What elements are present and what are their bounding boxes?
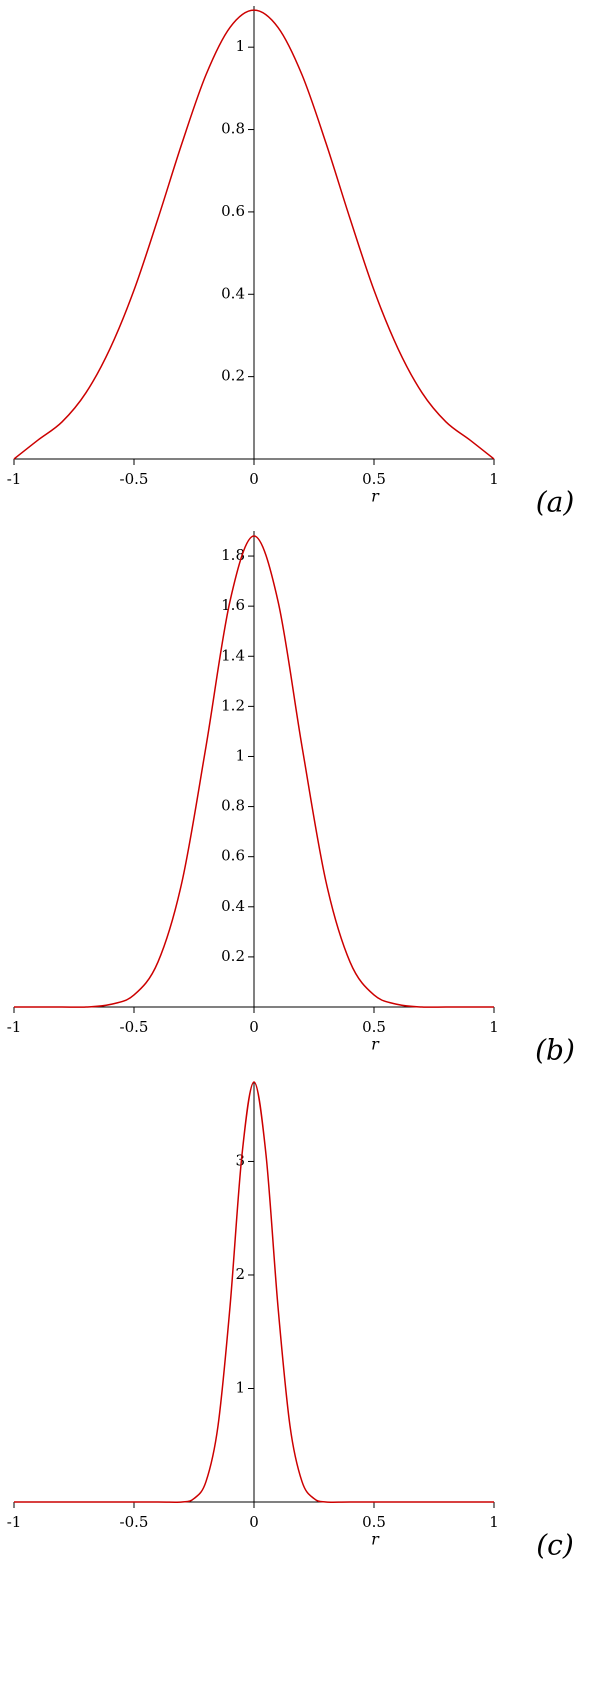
y-tick-label: 1 bbox=[235, 37, 245, 55]
y-tick-label: 1.4 bbox=[221, 646, 245, 664]
y-tick-label: 1 bbox=[235, 746, 245, 764]
x-tick-label: -1 bbox=[7, 1513, 22, 1531]
y-tick-label: 0.6 bbox=[221, 202, 245, 220]
y-tick-label: 0.2 bbox=[221, 367, 245, 385]
x-tick-label: 0 bbox=[249, 470, 259, 488]
y-tick-label: 2 bbox=[235, 1265, 245, 1283]
y-tick-label: 3 bbox=[235, 1151, 245, 1169]
x-tick-label: 0.5 bbox=[362, 1018, 386, 1036]
x-tick-label: 0 bbox=[249, 1018, 259, 1036]
x-tick-label: -0.5 bbox=[120, 470, 149, 488]
curve bbox=[13, 9, 495, 460]
x-tick-label: 0.5 bbox=[362, 470, 386, 488]
curve bbox=[14, 535, 494, 1008]
y-tick-label: 0.6 bbox=[221, 847, 245, 865]
y-tick-label: 1.2 bbox=[221, 696, 245, 714]
x-tick-label: -1 bbox=[7, 470, 22, 488]
y-tick-label: 0.4 bbox=[221, 897, 245, 915]
x-axis-label: r bbox=[371, 1035, 380, 1054]
x-axis-label: r bbox=[371, 487, 380, 506]
y-tick-label: 1.6 bbox=[221, 596, 245, 614]
y-tick-label: 0.8 bbox=[221, 120, 245, 138]
x-tick-label: -0.5 bbox=[120, 1513, 149, 1531]
curve bbox=[14, 1081, 494, 1504]
x-tick-label: -1 bbox=[7, 1018, 22, 1036]
y-tick-label: 1.8 bbox=[221, 546, 245, 564]
y-tick-label: 0.4 bbox=[221, 284, 245, 302]
x-tick-label: 0 bbox=[249, 1513, 259, 1531]
panel-label: (c) bbox=[536, 1529, 574, 1562]
x-tick-label: 0.5 bbox=[362, 1513, 386, 1531]
x-tick-label: 1 bbox=[489, 470, 499, 488]
y-tick-label: 0.2 bbox=[221, 947, 245, 965]
panel-label: (a) bbox=[536, 486, 575, 519]
y-tick-label: 1 bbox=[235, 1378, 245, 1396]
x-tick-label: -0.5 bbox=[120, 1018, 149, 1036]
panel-label: (b) bbox=[535, 1034, 575, 1067]
x-tick-label: 1 bbox=[489, 1513, 499, 1531]
y-tick-label: 0.8 bbox=[221, 797, 245, 815]
x-tick-label: 1 bbox=[489, 1018, 499, 1036]
x-axis-label: r bbox=[371, 1530, 380, 1549]
